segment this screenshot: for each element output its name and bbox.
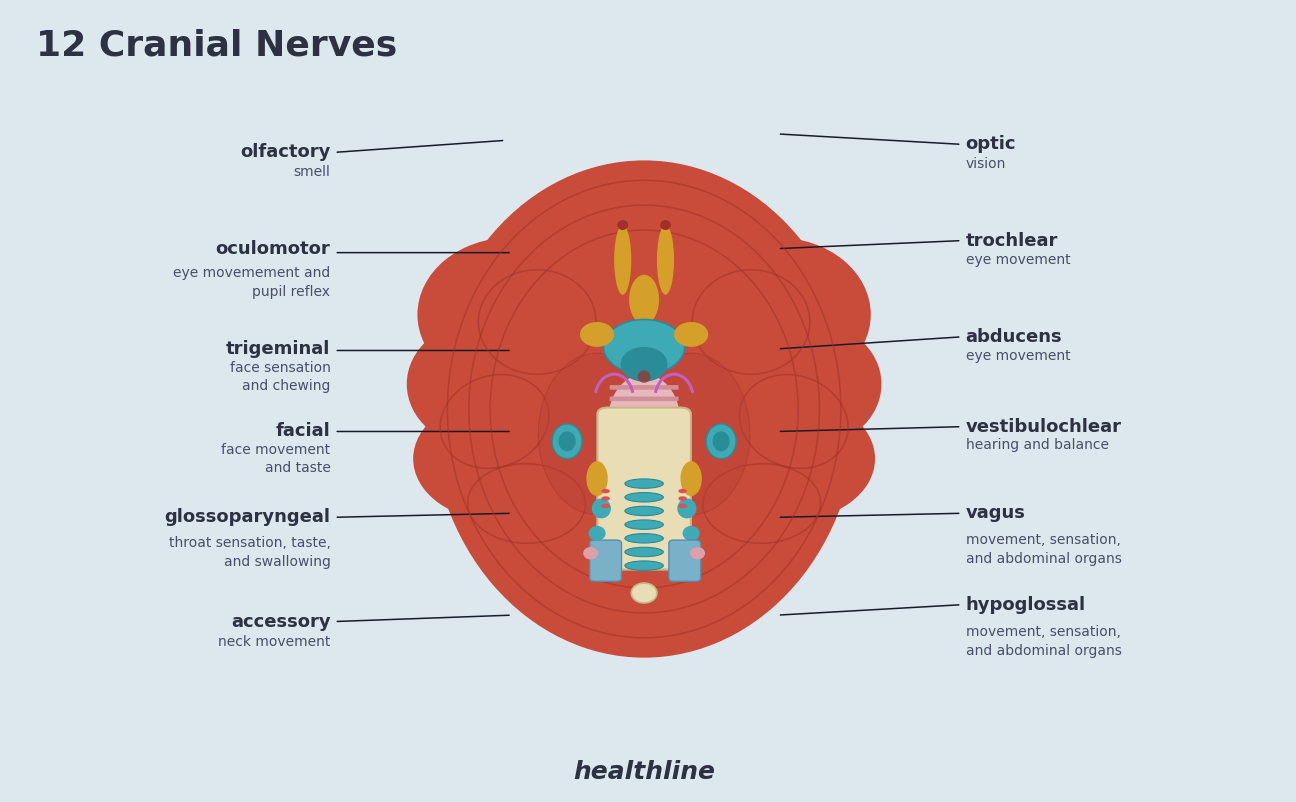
Text: vagus: vagus xyxy=(966,504,1025,522)
Ellipse shape xyxy=(638,371,651,383)
Ellipse shape xyxy=(657,225,674,294)
Ellipse shape xyxy=(683,526,700,541)
Text: movement, sensation,
and abdominal organs: movement, sensation, and abdominal organ… xyxy=(966,626,1121,658)
Ellipse shape xyxy=(704,397,875,521)
FancyBboxPatch shape xyxy=(590,540,622,581)
Ellipse shape xyxy=(559,431,575,452)
Ellipse shape xyxy=(713,431,730,452)
FancyBboxPatch shape xyxy=(609,419,679,424)
Text: trigeminal: trigeminal xyxy=(226,340,330,358)
Ellipse shape xyxy=(601,489,610,493)
Ellipse shape xyxy=(586,461,608,496)
Ellipse shape xyxy=(629,275,660,325)
Ellipse shape xyxy=(601,504,610,508)
Ellipse shape xyxy=(625,506,664,516)
Text: eye movement: eye movement xyxy=(966,349,1070,363)
Ellipse shape xyxy=(583,547,599,560)
Ellipse shape xyxy=(579,322,614,346)
FancyBboxPatch shape xyxy=(609,454,679,458)
Text: hypoglossal: hypoglossal xyxy=(966,596,1086,614)
Text: face sensation
and chewing: face sensation and chewing xyxy=(229,361,330,393)
Ellipse shape xyxy=(538,353,656,515)
FancyBboxPatch shape xyxy=(597,407,691,569)
Ellipse shape xyxy=(608,375,680,468)
Ellipse shape xyxy=(625,520,664,529)
Text: vestibulochlear: vestibulochlear xyxy=(966,418,1121,435)
Ellipse shape xyxy=(625,492,664,502)
Ellipse shape xyxy=(625,479,664,488)
Ellipse shape xyxy=(592,499,610,518)
FancyBboxPatch shape xyxy=(609,396,679,401)
Ellipse shape xyxy=(430,160,858,658)
Ellipse shape xyxy=(689,547,705,560)
Ellipse shape xyxy=(601,496,610,500)
Text: throat sensation, taste,
and swallowing: throat sensation, taste, and swallowing xyxy=(168,537,330,569)
Ellipse shape xyxy=(614,225,631,294)
Ellipse shape xyxy=(632,353,750,515)
FancyBboxPatch shape xyxy=(609,442,679,447)
FancyBboxPatch shape xyxy=(609,431,679,435)
Text: eye movement: eye movement xyxy=(966,253,1070,267)
Ellipse shape xyxy=(588,526,605,541)
Ellipse shape xyxy=(631,583,657,603)
Text: oculomotor: oculomotor xyxy=(215,240,330,257)
Text: facial: facial xyxy=(276,422,330,439)
FancyBboxPatch shape xyxy=(609,385,679,390)
Text: trochlear: trochlear xyxy=(966,232,1058,249)
Text: vision: vision xyxy=(966,157,1006,172)
Ellipse shape xyxy=(617,220,629,230)
Text: smell: smell xyxy=(294,165,330,180)
Ellipse shape xyxy=(552,424,582,459)
Ellipse shape xyxy=(621,347,667,382)
Text: healthline: healthline xyxy=(573,759,715,784)
Ellipse shape xyxy=(706,424,736,459)
Ellipse shape xyxy=(460,464,614,563)
Text: face movement
and taste: face movement and taste xyxy=(222,443,330,475)
Ellipse shape xyxy=(727,319,881,449)
Text: olfactory: olfactory xyxy=(240,144,330,161)
Text: neck movement: neck movement xyxy=(218,634,330,649)
Ellipse shape xyxy=(674,322,708,346)
Text: hearing and balance: hearing and balance xyxy=(966,438,1108,452)
Ellipse shape xyxy=(680,461,702,496)
Text: glossoparyngeal: glossoparyngeal xyxy=(165,508,330,526)
FancyBboxPatch shape xyxy=(609,408,679,412)
Ellipse shape xyxy=(625,533,664,543)
Ellipse shape xyxy=(674,464,828,563)
Ellipse shape xyxy=(417,237,605,391)
Ellipse shape xyxy=(625,547,664,557)
Text: optic: optic xyxy=(966,136,1016,153)
Ellipse shape xyxy=(618,495,746,581)
Text: eye movemement and
pupil reflex: eye movemement and pupil reflex xyxy=(174,266,330,298)
Ellipse shape xyxy=(660,220,671,230)
Text: abducens: abducens xyxy=(966,328,1063,346)
FancyBboxPatch shape xyxy=(669,540,701,581)
Text: movement, sensation,
and abdominal organs: movement, sensation, and abdominal organ… xyxy=(966,533,1121,565)
Ellipse shape xyxy=(625,561,664,570)
Ellipse shape xyxy=(604,319,684,375)
Text: accessory: accessory xyxy=(231,613,330,630)
Ellipse shape xyxy=(542,495,670,581)
Ellipse shape xyxy=(678,489,687,493)
Ellipse shape xyxy=(678,496,687,500)
Ellipse shape xyxy=(678,499,696,518)
Ellipse shape xyxy=(678,504,687,508)
Ellipse shape xyxy=(683,237,871,391)
Ellipse shape xyxy=(413,397,584,521)
Ellipse shape xyxy=(407,319,561,449)
Ellipse shape xyxy=(591,170,697,240)
Text: 12 Cranial Nerves: 12 Cranial Nerves xyxy=(36,28,398,62)
